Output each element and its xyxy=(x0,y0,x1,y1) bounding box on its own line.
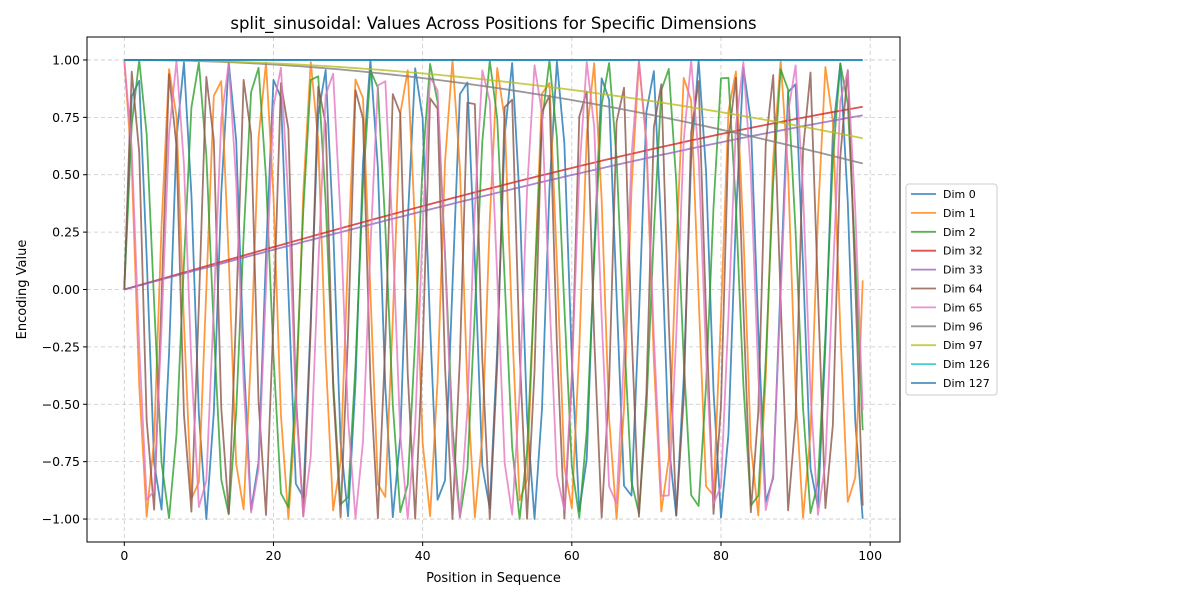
series-line xyxy=(123,59,864,520)
legend-label: Dim 64 xyxy=(943,283,983,296)
y-tick-label: 0.50 xyxy=(52,167,80,182)
x-tick-label: 60 xyxy=(564,548,580,563)
x-tick-label: 0 xyxy=(120,548,128,563)
x-axis-label: Position in Sequence xyxy=(426,571,561,586)
plot-lines xyxy=(123,59,864,520)
legend-label: Dim 127 xyxy=(943,377,990,390)
series-line xyxy=(123,69,864,520)
chart-title: split_sinusoidal: Values Across Position… xyxy=(230,14,756,34)
y-tick-label: 0.25 xyxy=(52,225,80,240)
series-line xyxy=(124,59,863,140)
x-tick-label: 80 xyxy=(713,548,729,563)
x-tick-label: 40 xyxy=(415,548,431,563)
legend-label: Dim 1 xyxy=(943,207,976,220)
legend: Dim 0 Dim 1 Dim 2 Dim 32 Dim 33 Dim 64 Dim 65 D… xyxy=(905,183,998,396)
legend-label: Dim 126 xyxy=(943,358,990,371)
y-axis-ticks: −1.00 −0.75 −0.50 −0.25 0.00 0.25 0.50 0.75 1.00 xyxy=(42,52,87,527)
x-axis-ticks: 0 20 40 60 80 100 xyxy=(120,542,882,563)
legend-label: Dim 33 xyxy=(943,264,983,277)
x-tick-label: 20 xyxy=(266,548,282,563)
y-tick-label: 1.00 xyxy=(52,52,80,67)
legend-label: Dim 65 xyxy=(943,301,983,314)
y-tick-label: 0.75 xyxy=(52,110,80,125)
y-tick-label: −0.25 xyxy=(42,339,80,354)
y-tick-label: 0.00 xyxy=(52,282,80,297)
legend-label: Dim 2 xyxy=(943,226,976,239)
x-tick-label: 100 xyxy=(858,548,882,563)
series-line xyxy=(123,59,864,520)
y-axis-label: Encoding Value xyxy=(15,240,30,340)
legend-label: Dim 0 xyxy=(943,188,976,201)
legend-label: Dim 97 xyxy=(943,339,983,352)
y-tick-label: −1.00 xyxy=(42,512,80,527)
y-tick-label: −0.75 xyxy=(42,454,80,469)
legend-label: Dim 96 xyxy=(943,320,983,333)
legend-box xyxy=(905,183,998,396)
series-line xyxy=(123,59,864,520)
legend-label: Dim 32 xyxy=(943,245,983,258)
y-tick-label: −0.50 xyxy=(42,397,80,412)
